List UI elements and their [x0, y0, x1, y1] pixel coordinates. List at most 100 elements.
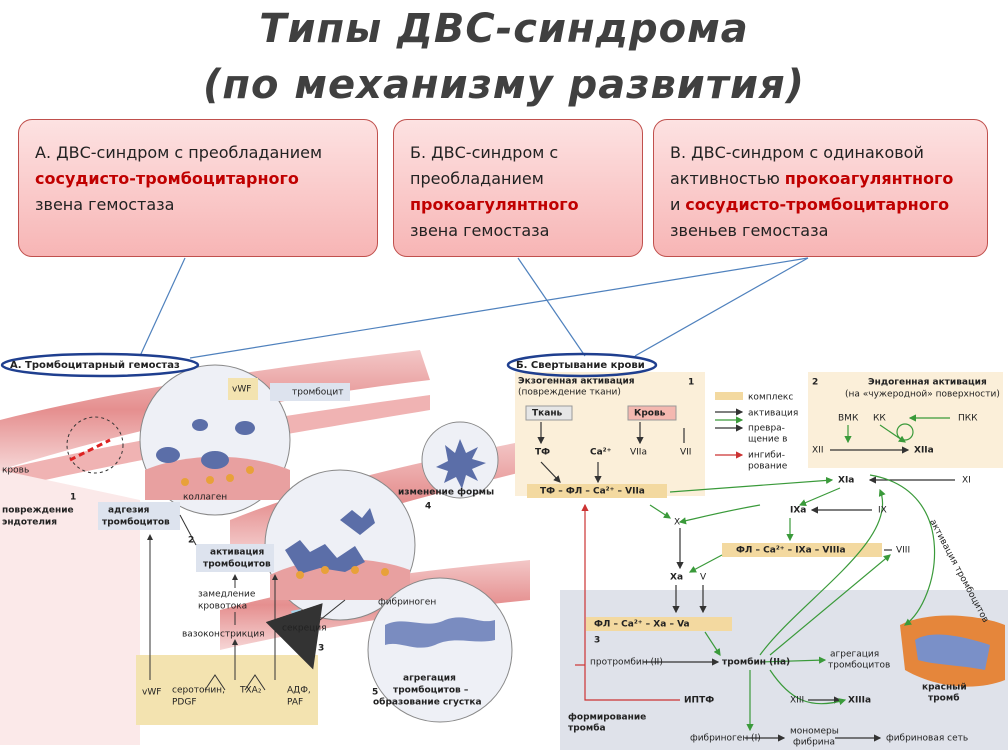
- panel-a-arrows: [147, 514, 346, 691]
- diagram-label: секреция: [282, 624, 327, 634]
- diagram-label: 3: [318, 644, 324, 654]
- diagram-label: рование: [748, 462, 788, 472]
- card-line: звена гемостаза: [35, 192, 363, 218]
- type-card: В. ДВС-синдром с одинаковой активностью пр…: [653, 119, 988, 257]
- emphasis-text: сосудисто-тромбоцитарного: [685, 195, 950, 214]
- diagram-label: VIII: [896, 546, 910, 556]
- diagram-label: ПКК: [958, 414, 978, 424]
- diagram-label: серотонин,: [172, 686, 225, 696]
- diagram-label: АДФ,: [287, 686, 311, 696]
- diagram-label: агрегация: [830, 650, 879, 660]
- diagram-label: X: [674, 518, 680, 528]
- card-text: звена гемостаза: [35, 195, 175, 214]
- diagram-label: коллаген: [183, 493, 227, 503]
- panel-b-art: [515, 372, 1008, 750]
- diagram-label: тромб: [928, 693, 959, 704]
- diagram-label: (на «чужеродной» поверхности): [845, 390, 1000, 400]
- diagram-label: Ткань: [532, 409, 563, 419]
- panel-b-header: Б. Свертывание крови: [516, 360, 645, 371]
- diagram-label: vWF: [142, 688, 161, 698]
- diagram-label: КК: [873, 414, 886, 424]
- card-line: и сосудисто-тромбоцитарного: [670, 192, 973, 218]
- diagram-label: замедление: [198, 590, 256, 600]
- diagram-label: тромбоцитов: [203, 559, 271, 570]
- diagram-label: XIa: [838, 476, 854, 486]
- diagram-label: эндотелия: [2, 518, 57, 528]
- type-card: А. ДВС-синдром с преобладанием сосудисто-…: [18, 119, 378, 257]
- diagram-label: Ca²⁺: [590, 448, 612, 458]
- diagram-label: PAF: [287, 698, 303, 708]
- diagram-label: 1: [70, 493, 76, 503]
- diagram-label: ингиби-: [748, 451, 785, 461]
- diagram-label: фибриноген (I): [690, 734, 761, 744]
- diagram-label: VIIa: [630, 448, 647, 458]
- diagram-label: XIIIa: [848, 696, 871, 706]
- panel-headers: [0, 352, 658, 378]
- diagram-label: Эндогенная активация: [868, 378, 987, 388]
- diagram-label: 2: [812, 378, 818, 388]
- diagram-label: XI: [962, 476, 971, 486]
- diagram-label: ТФ: [535, 448, 550, 458]
- diagram-label: кровотока: [198, 602, 247, 612]
- card-line: Б. ДВС-синдром с: [410, 140, 628, 166]
- diagram-label: XII: [812, 446, 823, 456]
- card-line: преобладанием: [410, 166, 628, 192]
- title-line: (по механизму развития): [203, 62, 805, 108]
- diagram-label: 4: [425, 502, 431, 512]
- diagram-label: тромбоцитов –: [393, 685, 469, 696]
- diagram-label: V: [700, 573, 707, 583]
- diagram-label: образование сгустка: [373, 697, 482, 708]
- type-card: Б. ДВС-синдром с преобладанием прокоагулян…: [393, 119, 643, 257]
- card-text: активностью: [670, 169, 780, 188]
- diagram-label: VII: [680, 448, 691, 458]
- card-text: В. ДВС-синдром с одинаковой: [670, 143, 924, 162]
- panel-a-header: А. Тромбоцитарный гемостаз: [10, 359, 180, 371]
- diagram-label: (повреждение ткани): [518, 388, 621, 398]
- diagram-label: IX: [878, 506, 887, 516]
- diagram-label: Кровь: [634, 409, 666, 419]
- title-line: Типы ДВС-синдрома: [259, 6, 749, 52]
- card-text: звеньев гемостаза: [670, 221, 829, 240]
- diagram-label: превра-: [748, 424, 785, 434]
- panel-b-arrows: [537, 408, 955, 742]
- diagram-label: тромбоцитов: [102, 517, 170, 528]
- diagram-label: повреждение: [2, 506, 74, 516]
- diagram-label: 2: [188, 536, 194, 546]
- diagram-label: мономеры: [790, 727, 839, 737]
- diagram-label: активация: [210, 548, 264, 558]
- diagram-label: комплекс: [748, 393, 793, 403]
- card-text: преобладанием: [410, 169, 544, 188]
- diagram-label: красный: [922, 683, 967, 693]
- diagram-label: IXa: [790, 506, 806, 516]
- diagram-label: Xa: [670, 573, 683, 583]
- diagram-label: XIIa: [914, 446, 934, 456]
- diagram-label: тромбоцитов: [828, 661, 890, 671]
- diagram-label: ФЛ – Ca²⁺ – IXa – VIIIa: [736, 546, 846, 556]
- diagram-label: фибрина: [793, 738, 835, 748]
- card-line: прокоагулянтного: [410, 192, 628, 218]
- diagram-label: тромбоцит: [292, 388, 344, 398]
- diagram-label: вазоконстрикция: [182, 630, 265, 640]
- diagram-label: агрегация: [403, 674, 456, 684]
- diagram-label: активация: [748, 409, 798, 419]
- card-line: звена гемостаза: [410, 218, 628, 244]
- diagram-label: изменение формы: [398, 488, 494, 498]
- diagram-label: формирование: [568, 713, 646, 723]
- emphasis-text: прокоагулянтного: [784, 169, 954, 188]
- diagram-label: 5: [372, 688, 378, 698]
- diagram-label: адгезия: [108, 506, 150, 516]
- diagram-label: ВМК: [838, 414, 859, 424]
- diagram-label: ТФ – ФЛ – Ca²⁺ – VIIa: [540, 487, 645, 497]
- card-line: В. ДВС-синдром с одинаковой: [670, 140, 973, 166]
- emphasis-text: прокоагулянтного: [410, 195, 579, 214]
- diagram-label: Экзогенная активация: [518, 377, 635, 387]
- diagram-label: протромбин (II): [590, 658, 663, 668]
- diagram-label: ФЛ – Ca²⁺ – Xa – Va: [594, 620, 690, 630]
- diagram-label: vWF: [232, 385, 251, 395]
- diagram-label: TXA₂: [239, 686, 262, 696]
- diagram-label: XIII: [790, 696, 804, 706]
- diagram-label: PDGF: [172, 698, 197, 708]
- card-line: звеньев гемостаза: [670, 218, 973, 244]
- diagram-label: тромбин (IIa): [722, 657, 790, 668]
